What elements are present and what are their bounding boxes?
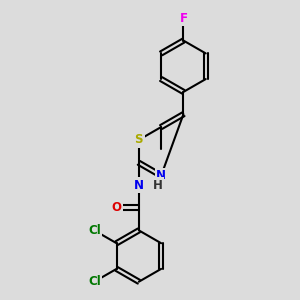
Text: S: S (135, 134, 143, 146)
Text: F: F (179, 12, 188, 25)
Text: N: N (156, 169, 166, 182)
Text: H: H (153, 178, 163, 192)
Text: O: O (112, 201, 122, 214)
Text: N: N (134, 178, 144, 192)
Text: Cl: Cl (88, 224, 100, 237)
Text: H: H (153, 178, 163, 192)
Text: Cl: Cl (88, 275, 100, 288)
